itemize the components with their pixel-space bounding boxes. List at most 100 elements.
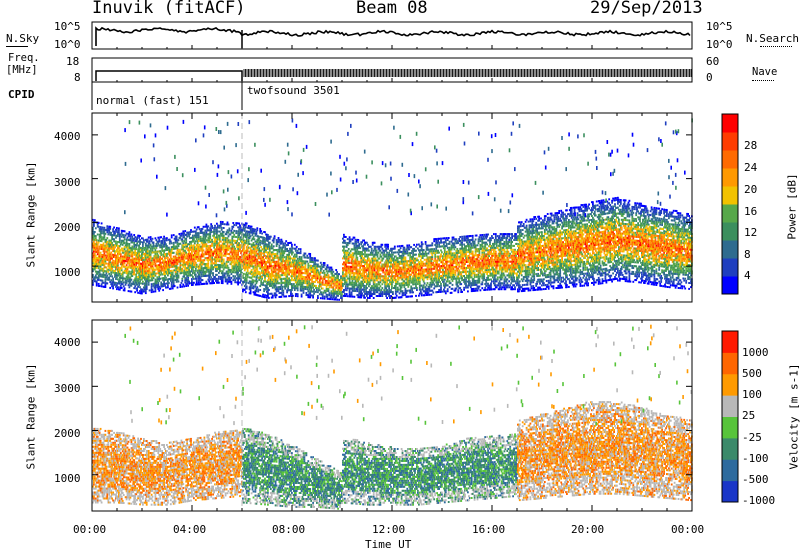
range-gate-cell bbox=[293, 279, 296, 282]
range-gate-cell bbox=[211, 238, 213, 241]
range-gate-cell bbox=[285, 279, 288, 282]
range-gate-cell bbox=[285, 285, 288, 288]
range-gate-cell bbox=[131, 247, 134, 250]
range-gate-cell bbox=[141, 262, 143, 265]
range-gate-cell bbox=[194, 258, 197, 260]
range-gate-cell bbox=[234, 279, 237, 282]
range-gate-cell bbox=[368, 249, 370, 252]
range-gate-cell bbox=[182, 258, 185, 260]
range-gate-cell bbox=[93, 244, 96, 247]
range-gate-cell bbox=[290, 247, 292, 250]
range-gate-cell bbox=[300, 273, 303, 276]
range-gate-cell bbox=[204, 225, 207, 228]
range-gate-cell bbox=[289, 259, 291, 262]
range-gate-cell bbox=[145, 240, 148, 243]
range-gate-cell bbox=[293, 285, 296, 288]
range-gate-cell bbox=[261, 265, 263, 268]
range-gate-cell bbox=[274, 272, 277, 275]
range-gate-cell bbox=[139, 264, 141, 267]
range-gate-cell bbox=[227, 231, 230, 234]
range-gate-cell bbox=[308, 272, 311, 275]
range-gate-cell bbox=[206, 268, 209, 271]
range-gate-cell bbox=[192, 236, 194, 239]
range-gate-cell bbox=[273, 253, 276, 256]
range-gate-cell bbox=[174, 261, 177, 264]
range-gate-cell bbox=[127, 290, 130, 293]
range-gate-cell bbox=[297, 261, 300, 264]
range-gate-cell bbox=[239, 261, 241, 264]
range-gate-cell bbox=[214, 250, 216, 253]
range-gate-cell bbox=[287, 271, 289, 274]
range-gate-cell bbox=[246, 262, 249, 265]
range-gate-cell bbox=[164, 273, 166, 275]
range-gate-cell bbox=[144, 254, 147, 257]
range-gate-cell bbox=[345, 269, 348, 272]
range-gate-cell bbox=[129, 249, 132, 252]
range-gate-cell bbox=[311, 266, 313, 269]
range-gate-cell bbox=[109, 225, 112, 228]
range-gate-cell bbox=[243, 243, 246, 246]
range-gate-cell bbox=[316, 259, 318, 262]
range-gate-cell bbox=[119, 233, 122, 236]
range-gate-cell bbox=[112, 277, 114, 280]
range-gate-cell bbox=[296, 295, 299, 298]
range-gate-cell bbox=[94, 254, 97, 257]
range-gate-cell bbox=[168, 242, 171, 245]
range-gate-cell bbox=[187, 247, 189, 250]
range-gate-cell bbox=[246, 244, 249, 247]
range-gate-cell bbox=[231, 231, 234, 234]
range-gate-cell bbox=[97, 241, 100, 244]
range-gate-cell bbox=[158, 279, 161, 282]
range-gate-cell bbox=[119, 243, 122, 246]
range-gate-cell bbox=[108, 276, 111, 279]
range-gate-cell bbox=[101, 246, 104, 249]
range-gate-cell bbox=[343, 239, 346, 242]
range-gate-cell bbox=[283, 271, 286, 274]
range-gate-cell bbox=[187, 261, 189, 264]
range-gate-cell bbox=[207, 247, 210, 250]
range-gate-cell bbox=[332, 276, 335, 279]
range-gate-cell bbox=[244, 222, 247, 225]
range-gate-cell bbox=[93, 278, 96, 281]
range-gate-cell bbox=[286, 255, 288, 258]
range-gate-cell bbox=[273, 286, 276, 289]
range-gate-cell bbox=[307, 270, 310, 273]
range-gate-cell bbox=[163, 237, 165, 240]
range-gate-cell bbox=[166, 272, 168, 275]
range-gate-cell bbox=[142, 280, 144, 283]
range-gate-cell bbox=[144, 272, 147, 275]
range-gate-cell bbox=[261, 232, 263, 235]
range-gate-cell bbox=[332, 270, 335, 273]
range-gate-cell bbox=[236, 253, 238, 256]
range-gate-cell bbox=[271, 294, 274, 297]
range-gate-cell bbox=[221, 238, 224, 241]
range-gate-cell bbox=[281, 256, 284, 259]
range-gate-cell bbox=[233, 233, 236, 236]
range-gate-cell bbox=[137, 291, 139, 294]
range-gate-cell bbox=[133, 283, 136, 286]
range-gate-cell bbox=[251, 245, 254, 248]
x-tick-label: 16:00 bbox=[472, 523, 505, 536]
range-gate-cell bbox=[150, 259, 153, 262]
range-gate-cell bbox=[301, 266, 304, 269]
range-gate-cell bbox=[284, 262, 287, 264]
range-gate-cell bbox=[143, 284, 146, 287]
range-gate-cell bbox=[356, 268, 359, 271]
range-gate-cell bbox=[336, 290, 338, 293]
range-gate-cell bbox=[189, 270, 191, 273]
range-gate-cell bbox=[360, 243, 363, 246]
range-gate-cell bbox=[217, 250, 219, 253]
range-gate-cell bbox=[262, 256, 264, 259]
range-gate-cell bbox=[154, 253, 157, 255]
range-gate-cell bbox=[127, 266, 130, 269]
range-gate-cell bbox=[93, 254, 96, 257]
range-gate-cell bbox=[281, 262, 284, 265]
range-gate-cell bbox=[119, 249, 122, 252]
range-gate-cell bbox=[242, 274, 244, 277]
range-gate-cell bbox=[275, 239, 278, 242]
range-gate-cell bbox=[157, 260, 160, 263]
range-gate-cell bbox=[226, 223, 229, 226]
range-gate-cell bbox=[256, 235, 259, 238]
range-gate-cell bbox=[315, 277, 317, 280]
range-gate-cell bbox=[224, 254, 227, 257]
